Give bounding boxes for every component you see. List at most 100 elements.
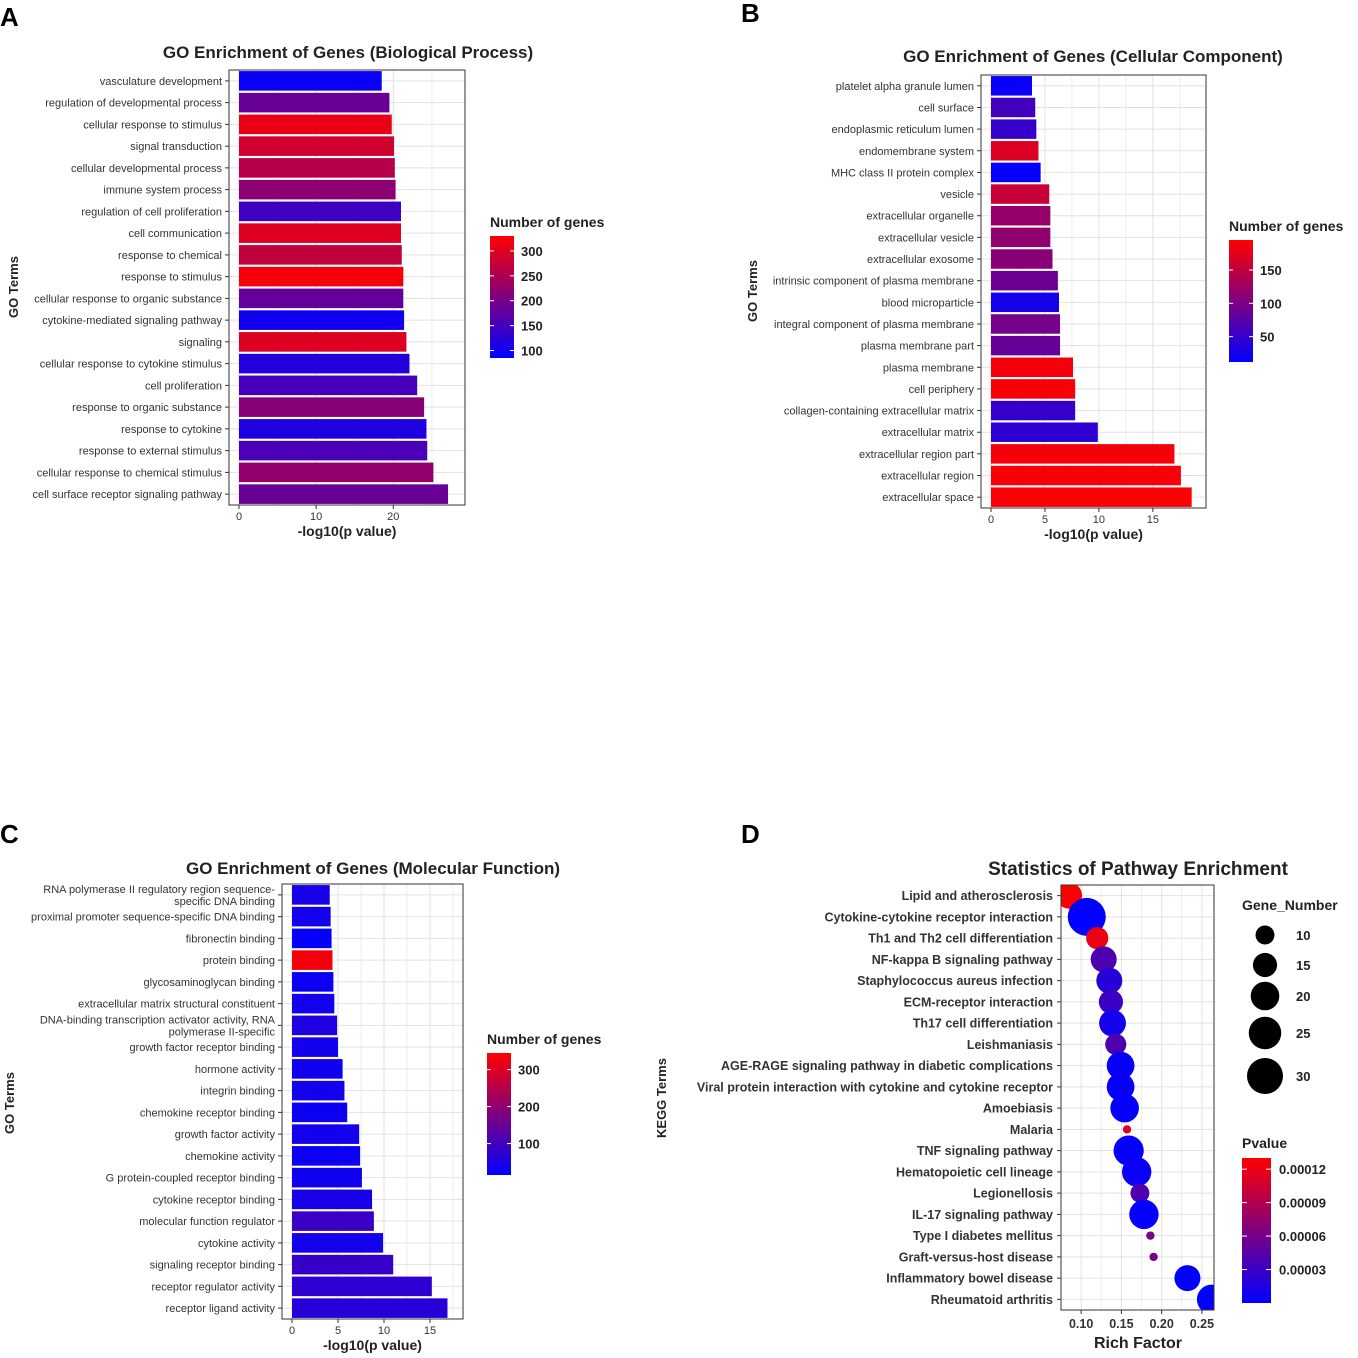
bubble-nf-kappa-b-signaling-pathway xyxy=(1090,946,1117,973)
y-tick-label: Rheumatoid arthritis xyxy=(931,1293,1053,1307)
y-tick-label: glycosaminoglycan binding xyxy=(144,977,275,989)
y-axis-title: GO Terms xyxy=(6,256,21,318)
y-tick-label: receptor ligand activity xyxy=(166,1303,276,1315)
bar-vasculature-development xyxy=(239,71,382,91)
y-tick-label: AGE-RAGE signaling pathway in diabetic c… xyxy=(721,1059,1053,1073)
bar-extracellular-region xyxy=(991,465,1181,486)
bar-integral-component-of-plasma-membrane xyxy=(991,314,1061,334)
bar-signaling xyxy=(239,332,407,352)
bar-growth-factor-activity xyxy=(292,1124,360,1144)
y-tick-label: immune system process xyxy=(103,185,222,197)
bar-integrin-binding xyxy=(292,1080,345,1101)
color-legend-bar xyxy=(1242,1158,1271,1303)
legend-tick-label: 100 xyxy=(521,344,543,359)
y-tick-label: response to chemical xyxy=(118,250,222,262)
x-tick-label: 0.25 xyxy=(1190,1317,1214,1331)
legend-tick-label: 0.00006 xyxy=(1279,1229,1326,1244)
y-tick-label: extracellular matrix xyxy=(882,427,975,439)
bar-plasma-membrane-part xyxy=(991,335,1061,356)
size-legend-title: Gene_Number xyxy=(1242,897,1338,913)
y-tick-label: extracellular region xyxy=(881,471,974,483)
bar-endoplasmic-reticulum-lumen xyxy=(991,119,1037,139)
bar-extracellular-matrix xyxy=(991,422,1098,442)
x-tick-label: 10 xyxy=(1093,514,1105,526)
bar-cell-surface-receptor-signaling-pathway xyxy=(239,484,449,504)
x-axis-title: Rich Factor xyxy=(1094,1335,1182,1352)
x-tick-label: 0.15 xyxy=(1109,1317,1133,1331)
y-tick-label: Malaria xyxy=(1010,1123,1054,1137)
plot-frame xyxy=(228,69,466,506)
y-tick-label: DNA-binding transcription activator acti… xyxy=(40,1014,276,1038)
bar-regulation-of-cell-proliferation xyxy=(239,201,401,222)
color-legend-title: Number of genes xyxy=(490,214,605,230)
bar-response-to-chemical xyxy=(239,245,402,265)
color-legend-title: Number of genes xyxy=(487,1031,602,1047)
chart-title: Statistics of Pathway Enrichment xyxy=(988,859,1289,880)
bar-receptor-regulator-activity xyxy=(292,1276,432,1297)
y-tick-label: collagen-containing extracellular matrix xyxy=(784,406,975,418)
chart-cellular-component: GO Enrichment of Genes (Cellular Compone… xyxy=(745,47,1344,542)
chart-biological-process: GO Enrichment of Genes (Biological Proce… xyxy=(6,43,605,539)
y-tick-label: response to stimulus xyxy=(121,272,222,284)
size-legend-dot xyxy=(1252,952,1278,978)
bubble-age-rage-signaling-pathway-in-diabetic-complications xyxy=(1106,1051,1135,1080)
y-tick-label: plasma membrane part xyxy=(861,341,974,353)
y-axis-title: GO Terms xyxy=(2,1072,17,1134)
bubble-il-17-signaling-pathway xyxy=(1129,1199,1159,1230)
bar-cell-proliferation xyxy=(239,375,418,396)
y-tick-label: chemokine receptor binding xyxy=(140,1107,275,1119)
y-tick-label: cellular developmental process xyxy=(71,163,223,175)
y-tick-label: cellular response to stimulus xyxy=(83,119,222,131)
x-axis-title: -log10(p value) xyxy=(323,1337,422,1353)
bar-cell-surface xyxy=(991,97,1036,118)
bar-signal-transduction xyxy=(239,136,395,156)
y-tick-label: response to external stimulus xyxy=(79,446,223,458)
bubble-hematopoietic-cell-lineage xyxy=(1121,1157,1152,1187)
bar-chemokine-receptor-binding xyxy=(292,1102,348,1123)
bar-chemokine-activity xyxy=(292,1146,361,1166)
bar-extracellular-vesicle xyxy=(991,227,1051,248)
bubble-leishmaniasis xyxy=(1105,1033,1127,1055)
bar-regulation-of-developmental-process xyxy=(239,92,390,113)
size-legend-dot xyxy=(1248,1016,1282,1050)
x-axis-title: -log10(p value) xyxy=(1044,526,1143,542)
y-tick-label: cell communication xyxy=(128,228,222,240)
x-tick-label: 0 xyxy=(289,1325,295,1337)
bar-cellular-response-to-stimulus xyxy=(239,114,392,135)
bar-response-to-organic-substance xyxy=(239,397,425,417)
y-tick-label: vesicle xyxy=(940,189,974,201)
bar-cellular-response-to-organic-substance xyxy=(239,288,404,309)
y-tick-label: protein binding xyxy=(203,955,275,967)
x-tick-label: 10 xyxy=(378,1325,390,1337)
size-legend-dot xyxy=(1250,981,1280,1011)
bubble-viral-protein-interaction-with-cytokine-and-cytokine-receptor xyxy=(1106,1072,1135,1101)
plot-frame xyxy=(281,883,464,1320)
color-legend-bar xyxy=(487,1053,511,1175)
y-tick-label: extracellular exosome xyxy=(867,254,974,266)
chart-title: GO Enrichment of Genes (Molecular Functi… xyxy=(186,859,560,878)
y-tick-label: chemokine activity xyxy=(185,1151,275,1163)
y-tick-label: integral component of plasma membrane xyxy=(774,319,974,331)
bar-response-to-cytokine xyxy=(239,419,427,439)
panel-letter-b: B xyxy=(741,0,760,28)
y-tick-label: cellular response to chemical stimulus xyxy=(37,467,223,479)
bar-endomembrane-system xyxy=(991,141,1039,161)
legend-tick-label: 0.00003 xyxy=(1279,1263,1326,1278)
bubble-type-i-diabetes-mellitus xyxy=(1146,1231,1155,1240)
bar-glycosaminoglycan-binding xyxy=(292,972,334,992)
y-tick-label: growth factor receptor binding xyxy=(129,1042,275,1054)
bar-extracellular-exosome xyxy=(991,249,1053,269)
legend-tick-label: 150 xyxy=(521,319,543,334)
size-legend-dot xyxy=(1246,1057,1284,1095)
y-tick-label: Graft-versus-host disease xyxy=(899,1250,1053,1264)
size-legend-label: 25 xyxy=(1296,1026,1310,1041)
legend-tick-label: 300 xyxy=(518,1063,540,1078)
y-tick-label: cell periphery xyxy=(909,384,975,396)
y-tick-label: Lipid and atherosclerosis xyxy=(902,889,1053,903)
plot-frame xyxy=(1060,884,1215,1311)
legend-tick-label: 50 xyxy=(1260,330,1274,345)
y-tick-label: RNA polymerase II regulatory region sequ… xyxy=(43,884,275,908)
size-legend-label: 15 xyxy=(1296,958,1310,973)
size-legend-dot xyxy=(1255,925,1275,945)
